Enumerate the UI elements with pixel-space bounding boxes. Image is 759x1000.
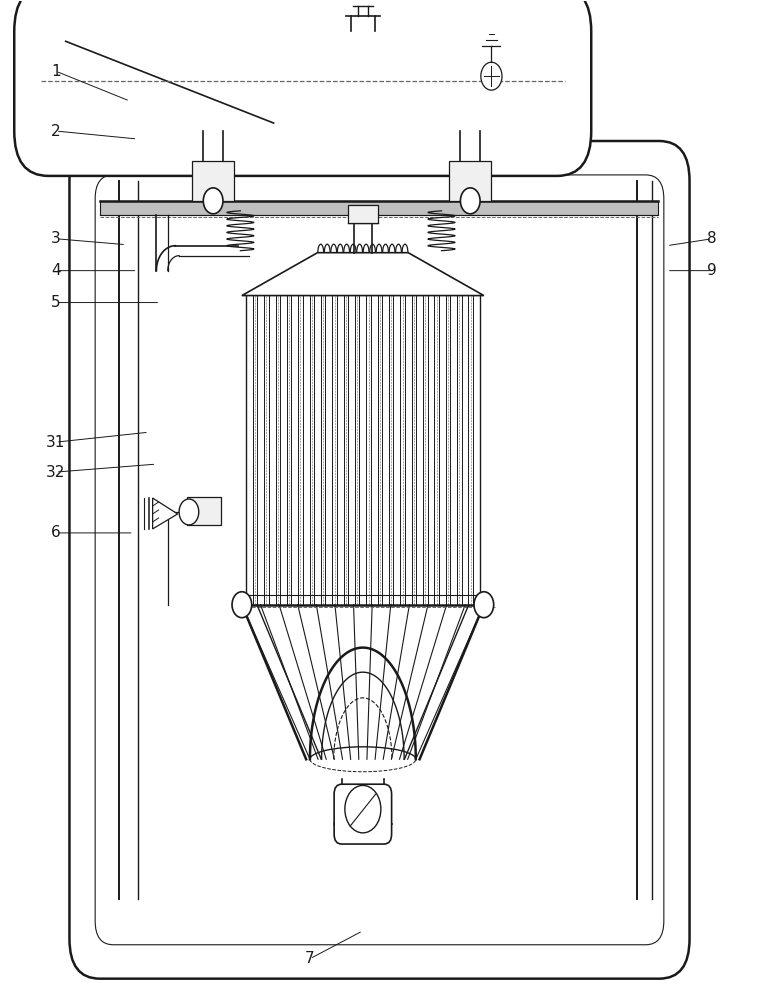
- Text: 9: 9: [707, 263, 717, 278]
- Circle shape: [179, 499, 199, 525]
- Text: 1: 1: [51, 64, 61, 79]
- Circle shape: [345, 785, 381, 833]
- Circle shape: [203, 188, 223, 214]
- Text: 4: 4: [51, 263, 61, 278]
- Text: 8: 8: [707, 231, 717, 246]
- Text: 6: 6: [51, 525, 61, 540]
- Bar: [192, 161, 235, 201]
- Bar: [187, 497, 222, 525]
- Text: 3: 3: [51, 231, 61, 246]
- Bar: [449, 161, 491, 201]
- Text: 32: 32: [46, 465, 65, 480]
- Text: 7: 7: [305, 951, 315, 966]
- Text: 2: 2: [51, 124, 61, 139]
- FancyBboxPatch shape: [334, 784, 392, 844]
- FancyBboxPatch shape: [70, 141, 689, 979]
- Circle shape: [461, 188, 480, 214]
- Circle shape: [232, 592, 252, 618]
- Polygon shape: [242, 253, 483, 296]
- Bar: [99, 201, 658, 215]
- Text: 5: 5: [51, 295, 61, 310]
- Text: 31: 31: [46, 435, 65, 450]
- Bar: [348, 205, 378, 223]
- FancyBboxPatch shape: [14, 0, 591, 176]
- Polygon shape: [153, 498, 178, 529]
- Circle shape: [474, 592, 493, 618]
- Circle shape: [481, 62, 502, 90]
